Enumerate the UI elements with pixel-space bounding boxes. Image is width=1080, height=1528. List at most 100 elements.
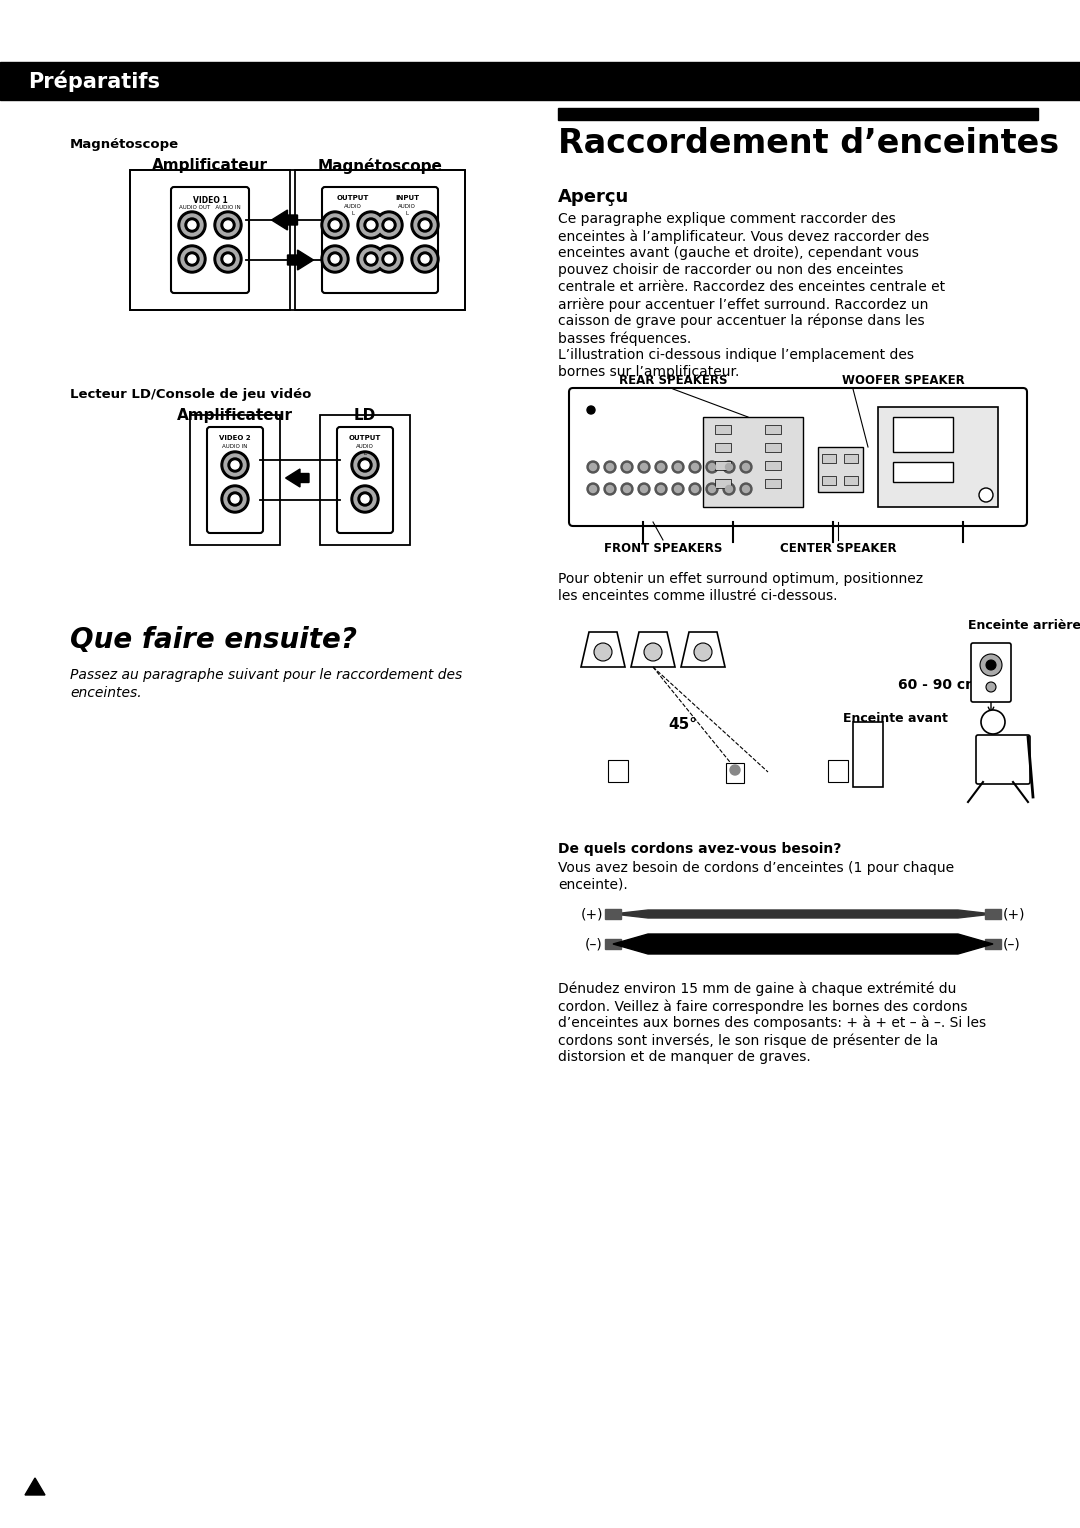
Circle shape [640, 463, 648, 471]
Circle shape [214, 211, 242, 238]
Text: pouvez choisir de raccorder ou non des enceintes: pouvez choisir de raccorder ou non des e… [558, 263, 903, 277]
Circle shape [743, 486, 750, 492]
Bar [715, 425, 731, 434]
Circle shape [181, 248, 203, 270]
Text: (–): (–) [585, 937, 603, 950]
Bar [726, 762, 744, 782]
Text: cordon. Veillez à faire correspondre les bornes des cordons: cordon. Veillez à faire correspondre les… [558, 999, 968, 1013]
Circle shape [743, 463, 750, 471]
Circle shape [185, 252, 199, 266]
Text: Amplificateur: Amplificateur [152, 157, 268, 173]
Circle shape [418, 252, 432, 266]
Circle shape [328, 219, 342, 232]
Circle shape [375, 211, 403, 238]
Bar [843, 477, 858, 484]
Circle shape [361, 461, 369, 469]
Polygon shape [605, 909, 621, 918]
Text: (–): (–) [1003, 937, 1021, 950]
Circle shape [360, 214, 382, 235]
Circle shape [604, 483, 616, 495]
Text: L: L [364, 451, 366, 455]
Bar [295, 170, 465, 310]
Circle shape [621, 483, 633, 495]
Text: Dénudez environ 15 mm de gaine à chaque extrémité du: Dénudez environ 15 mm de gaine à chaque … [558, 983, 957, 996]
Circle shape [411, 211, 438, 238]
Bar [878, 406, 998, 507]
Text: VIDEO 1: VIDEO 1 [192, 196, 228, 205]
Circle shape [418, 219, 432, 232]
Polygon shape [631, 633, 675, 668]
Text: Vous avez besoin de cordons d’enceintes (1 pour chaque: Vous avez besoin de cordons d’enceintes … [558, 860, 954, 876]
Circle shape [604, 461, 616, 474]
Text: L: L [351, 211, 354, 215]
Circle shape [231, 495, 239, 503]
Circle shape [228, 492, 242, 506]
Polygon shape [287, 251, 313, 270]
Circle shape [178, 244, 206, 274]
Bar [320, 416, 410, 545]
Circle shape [638, 461, 650, 474]
Circle shape [231, 461, 239, 469]
Circle shape [590, 463, 596, 471]
Circle shape [357, 458, 372, 472]
Text: VIDEO 2: VIDEO 2 [219, 435, 251, 442]
Circle shape [689, 483, 701, 495]
Text: De quels cordons avez-vous besoin?: De quels cordons avez-vous besoin? [558, 842, 841, 856]
Text: LD: LD [354, 408, 376, 423]
Circle shape [351, 451, 379, 478]
FancyBboxPatch shape [976, 735, 1030, 784]
Bar [822, 477, 836, 484]
Circle shape [357, 211, 384, 238]
Circle shape [378, 248, 400, 270]
Text: d’enceintes aux bornes des composants: + à + et – à –. Si les: d’enceintes aux bornes des composants: +… [558, 1016, 986, 1030]
Text: AUDIO OUT   AUDIO IN: AUDIO OUT AUDIO IN [179, 205, 241, 209]
Circle shape [638, 483, 650, 495]
Text: AUDIO IN: AUDIO IN [222, 445, 247, 449]
Circle shape [708, 486, 715, 492]
Bar [715, 443, 731, 452]
Circle shape [978, 487, 993, 503]
Bar [608, 759, 627, 782]
Circle shape [986, 660, 996, 669]
Text: (+): (+) [581, 908, 603, 921]
Text: Lecteur LD/Console de jeu vidéo: Lecteur LD/Console de jeu vidéo [70, 388, 311, 400]
Circle shape [706, 483, 718, 495]
Circle shape [675, 463, 681, 471]
Text: Magnétoscope: Magnétoscope [70, 138, 179, 151]
Circle shape [378, 214, 400, 235]
Bar [843, 454, 858, 463]
FancyBboxPatch shape [337, 426, 393, 533]
Text: Raccordement d’enceintes: Raccordement d’enceintes [558, 127, 1059, 160]
Circle shape [726, 463, 732, 471]
Circle shape [375, 244, 403, 274]
Text: Enceinte arrière: Enceinte arrière [968, 619, 1080, 633]
Circle shape [367, 222, 375, 229]
Text: Ce paragraphe explique comment raccorder des: Ce paragraphe explique comment raccorder… [558, 212, 895, 226]
Circle shape [706, 461, 718, 474]
Text: Amplificateur: Amplificateur [177, 408, 293, 423]
Polygon shape [581, 633, 625, 668]
Circle shape [730, 766, 740, 775]
Circle shape [384, 255, 393, 263]
Polygon shape [681, 633, 725, 668]
Circle shape [588, 406, 595, 414]
Circle shape [726, 486, 732, 492]
Circle shape [658, 486, 664, 492]
Text: L’illustration ci-dessous indique l’emplacement des: L’illustration ci-dessous indique l’empl… [558, 348, 914, 362]
Polygon shape [271, 209, 297, 231]
FancyBboxPatch shape [207, 426, 264, 533]
Circle shape [708, 463, 715, 471]
Circle shape [357, 492, 372, 506]
Bar [765, 425, 781, 434]
Circle shape [414, 248, 436, 270]
Circle shape [980, 654, 1002, 675]
Circle shape [224, 487, 246, 510]
Text: enceinte).: enceinte). [558, 879, 627, 892]
Circle shape [367, 255, 375, 263]
Text: bornes sur l’amplificateur.: bornes sur l’amplificateur. [558, 365, 740, 379]
Circle shape [181, 214, 203, 235]
Circle shape [607, 486, 613, 492]
FancyBboxPatch shape [171, 186, 249, 293]
Circle shape [321, 211, 349, 238]
Bar [0, 63, 1080, 99]
